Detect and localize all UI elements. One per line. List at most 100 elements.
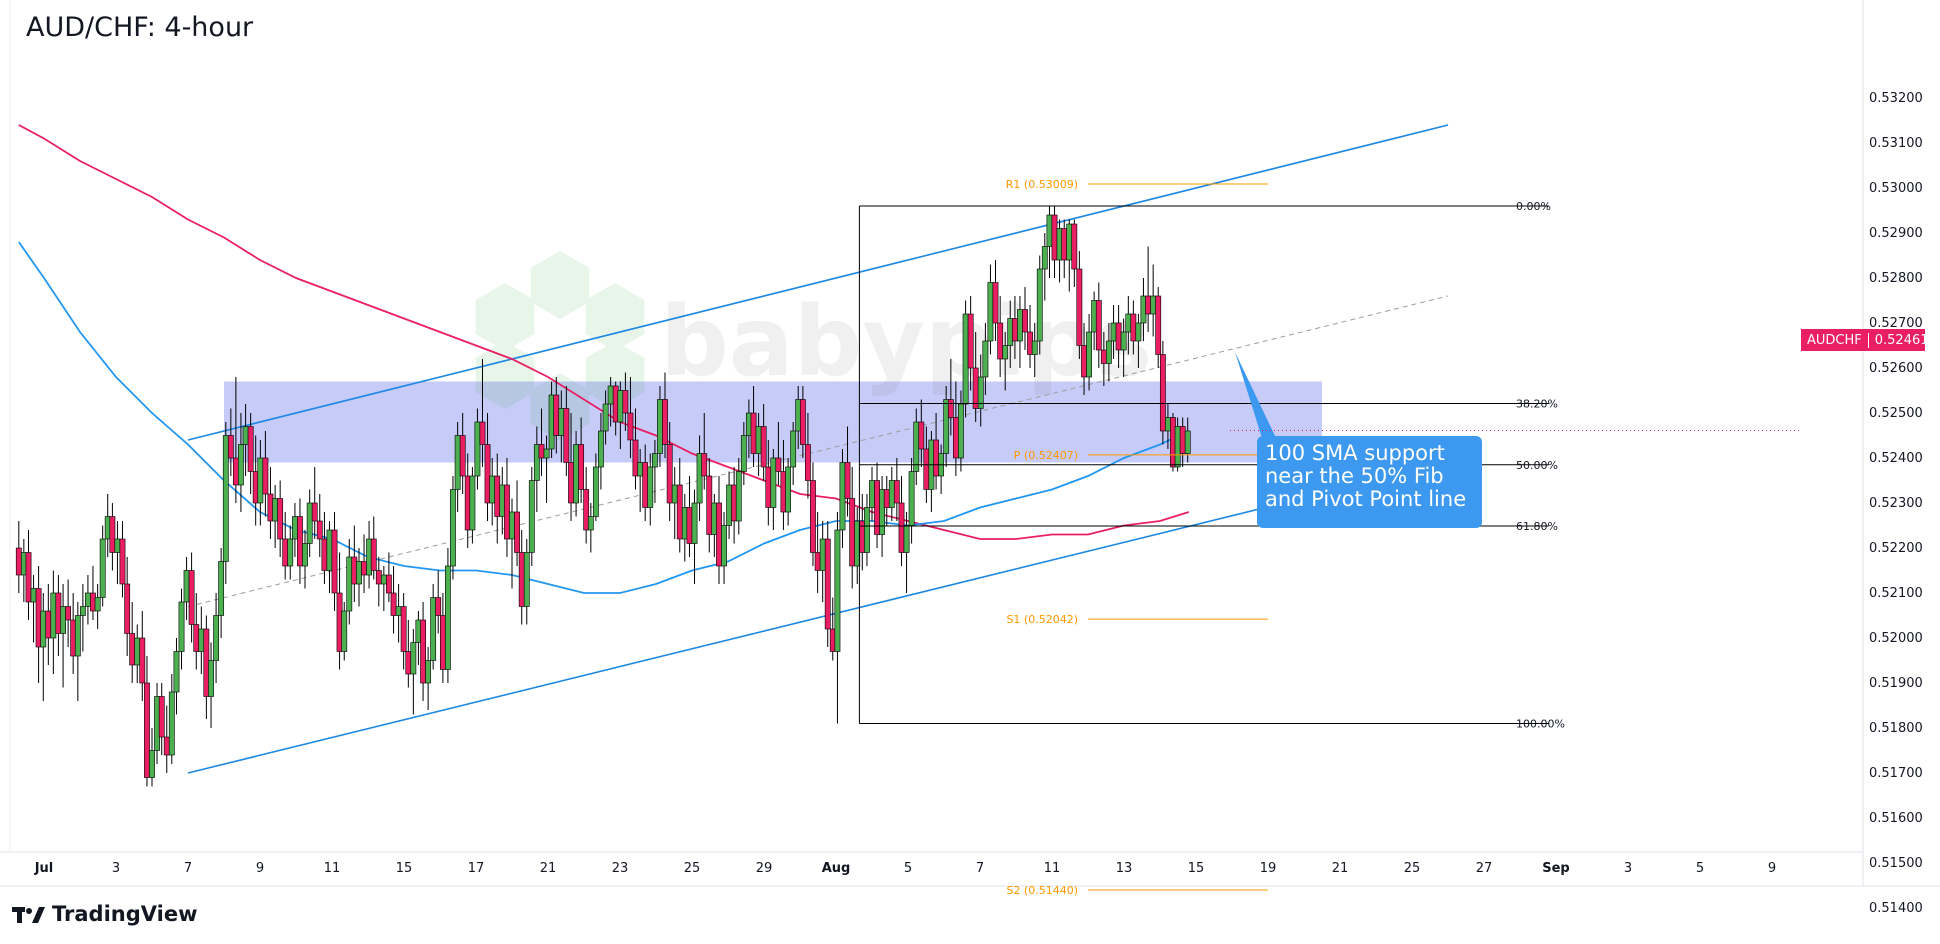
candle-body-up [1125, 313, 1132, 333]
candle-body-down [163, 736, 170, 756]
watermark-hexagon [530, 373, 590, 441]
fib-level-label: 50.00% [1516, 459, 1558, 472]
candle [947, 359, 954, 436]
candle-body-up [445, 565, 451, 670]
pivot-level: P (0.52407) [1014, 449, 1268, 462]
candle [627, 377, 634, 458]
candle [119, 521, 126, 598]
candle-body-down [420, 619, 426, 684]
candle-body-up [1110, 322, 1117, 342]
fib-level-label: 100.00% [1516, 718, 1565, 731]
candle-body-up [474, 421, 481, 477]
candle-body-up [302, 543, 308, 567]
candle [450, 476, 456, 580]
candle [686, 476, 693, 557]
candle [706, 458, 713, 553]
candle-body-down [45, 610, 52, 639]
time-tick-label: Jul [34, 861, 54, 876]
candle-body-down [883, 489, 890, 508]
candle [1071, 219, 1078, 287]
time-tick-label: 17 [468, 861, 485, 876]
candle-body-down [331, 529, 338, 594]
candle-body-down [765, 466, 772, 508]
candle [1086, 314, 1092, 391]
candle [592, 453, 599, 521]
candle-body-up [839, 462, 846, 531]
candle [1095, 282, 1102, 368]
candle-body-up [913, 421, 920, 472]
candle-body-up [735, 471, 742, 522]
candle-body-down [297, 516, 303, 567]
candle-body-down [277, 498, 284, 540]
candle [227, 408, 234, 476]
watermark-hexagon [475, 283, 535, 351]
candle [425, 647, 432, 710]
candle-body-down [227, 435, 234, 459]
candle-body-up [721, 525, 727, 567]
candle-body-down [1145, 295, 1152, 315]
tradingview-logo-text: TradingView [52, 902, 198, 926]
candle-body-down [193, 624, 200, 652]
candle-body-up [222, 435, 229, 562]
candle [370, 516, 377, 580]
candle-body-down [1095, 300, 1102, 351]
candle [361, 534, 367, 593]
candle [306, 489, 313, 557]
babypips-watermark: babypips [475, 251, 1152, 441]
candle-body-up [341, 610, 348, 652]
time-tick-label: 25 [1404, 861, 1421, 876]
time-tick-label: 13 [1116, 861, 1133, 876]
candle [134, 624, 141, 683]
watermark-hexagon [585, 341, 645, 409]
candle-body-up [489, 475, 496, 504]
candle-body-up [450, 489, 456, 567]
candle [262, 431, 269, 517]
candle-body-up [1174, 426, 1181, 468]
candle-body-up [533, 444, 540, 481]
candle-body-up [198, 628, 205, 652]
candle-body-down [997, 322, 1004, 360]
candle-body-up [834, 529, 841, 652]
candle-body-down [65, 606, 72, 621]
pivot-level: S2 (0.51440) [1006, 884, 1268, 897]
candle-body-down [947, 399, 954, 418]
candle-body-down [1076, 268, 1083, 346]
candle-body-up [469, 475, 476, 531]
candle [218, 548, 225, 638]
tradingview-logo[interactable]: TradingView [12, 902, 197, 926]
candle [326, 521, 333, 593]
price-badge-value: 0.52461 [1874, 332, 1929, 348]
candle-body-down [923, 448, 930, 490]
candle [839, 449, 846, 548]
watermark-hexagon [585, 283, 645, 351]
callout-line: 100 SMA support [1265, 441, 1445, 465]
candle-body-up [79, 606, 86, 616]
candle-body-up [149, 750, 155, 778]
candle-body-down [686, 507, 693, 544]
candle-body-down [484, 444, 491, 504]
candle-body-up [726, 484, 732, 526]
candle-body-down [1100, 349, 1107, 364]
candle-body-down [1081, 345, 1087, 378]
candle-body-down [799, 399, 806, 445]
price-tick-label: 0.52700 [1869, 316, 1923, 331]
time-tick-label: 5 [904, 861, 912, 876]
candle-body-up [982, 340, 989, 378]
candle [1076, 251, 1083, 359]
candle [247, 413, 254, 494]
candle-body-up [208, 660, 214, 697]
candle-body-up [1120, 331, 1127, 351]
candle [992, 260, 999, 341]
candle-body-down [583, 489, 590, 531]
channel-lower-line [187, 461, 1449, 774]
price-tick-label: 0.52300 [1869, 496, 1923, 511]
candle-body-up [602, 403, 609, 432]
time-tick-label: 25 [684, 861, 701, 876]
candle [726, 471, 732, 539]
candle-body-up [30, 588, 37, 603]
time-tick-label: 21 [1332, 861, 1349, 876]
candle [563, 386, 570, 476]
candle-body-up [292, 516, 298, 540]
candle-body-up [1086, 331, 1092, 378]
